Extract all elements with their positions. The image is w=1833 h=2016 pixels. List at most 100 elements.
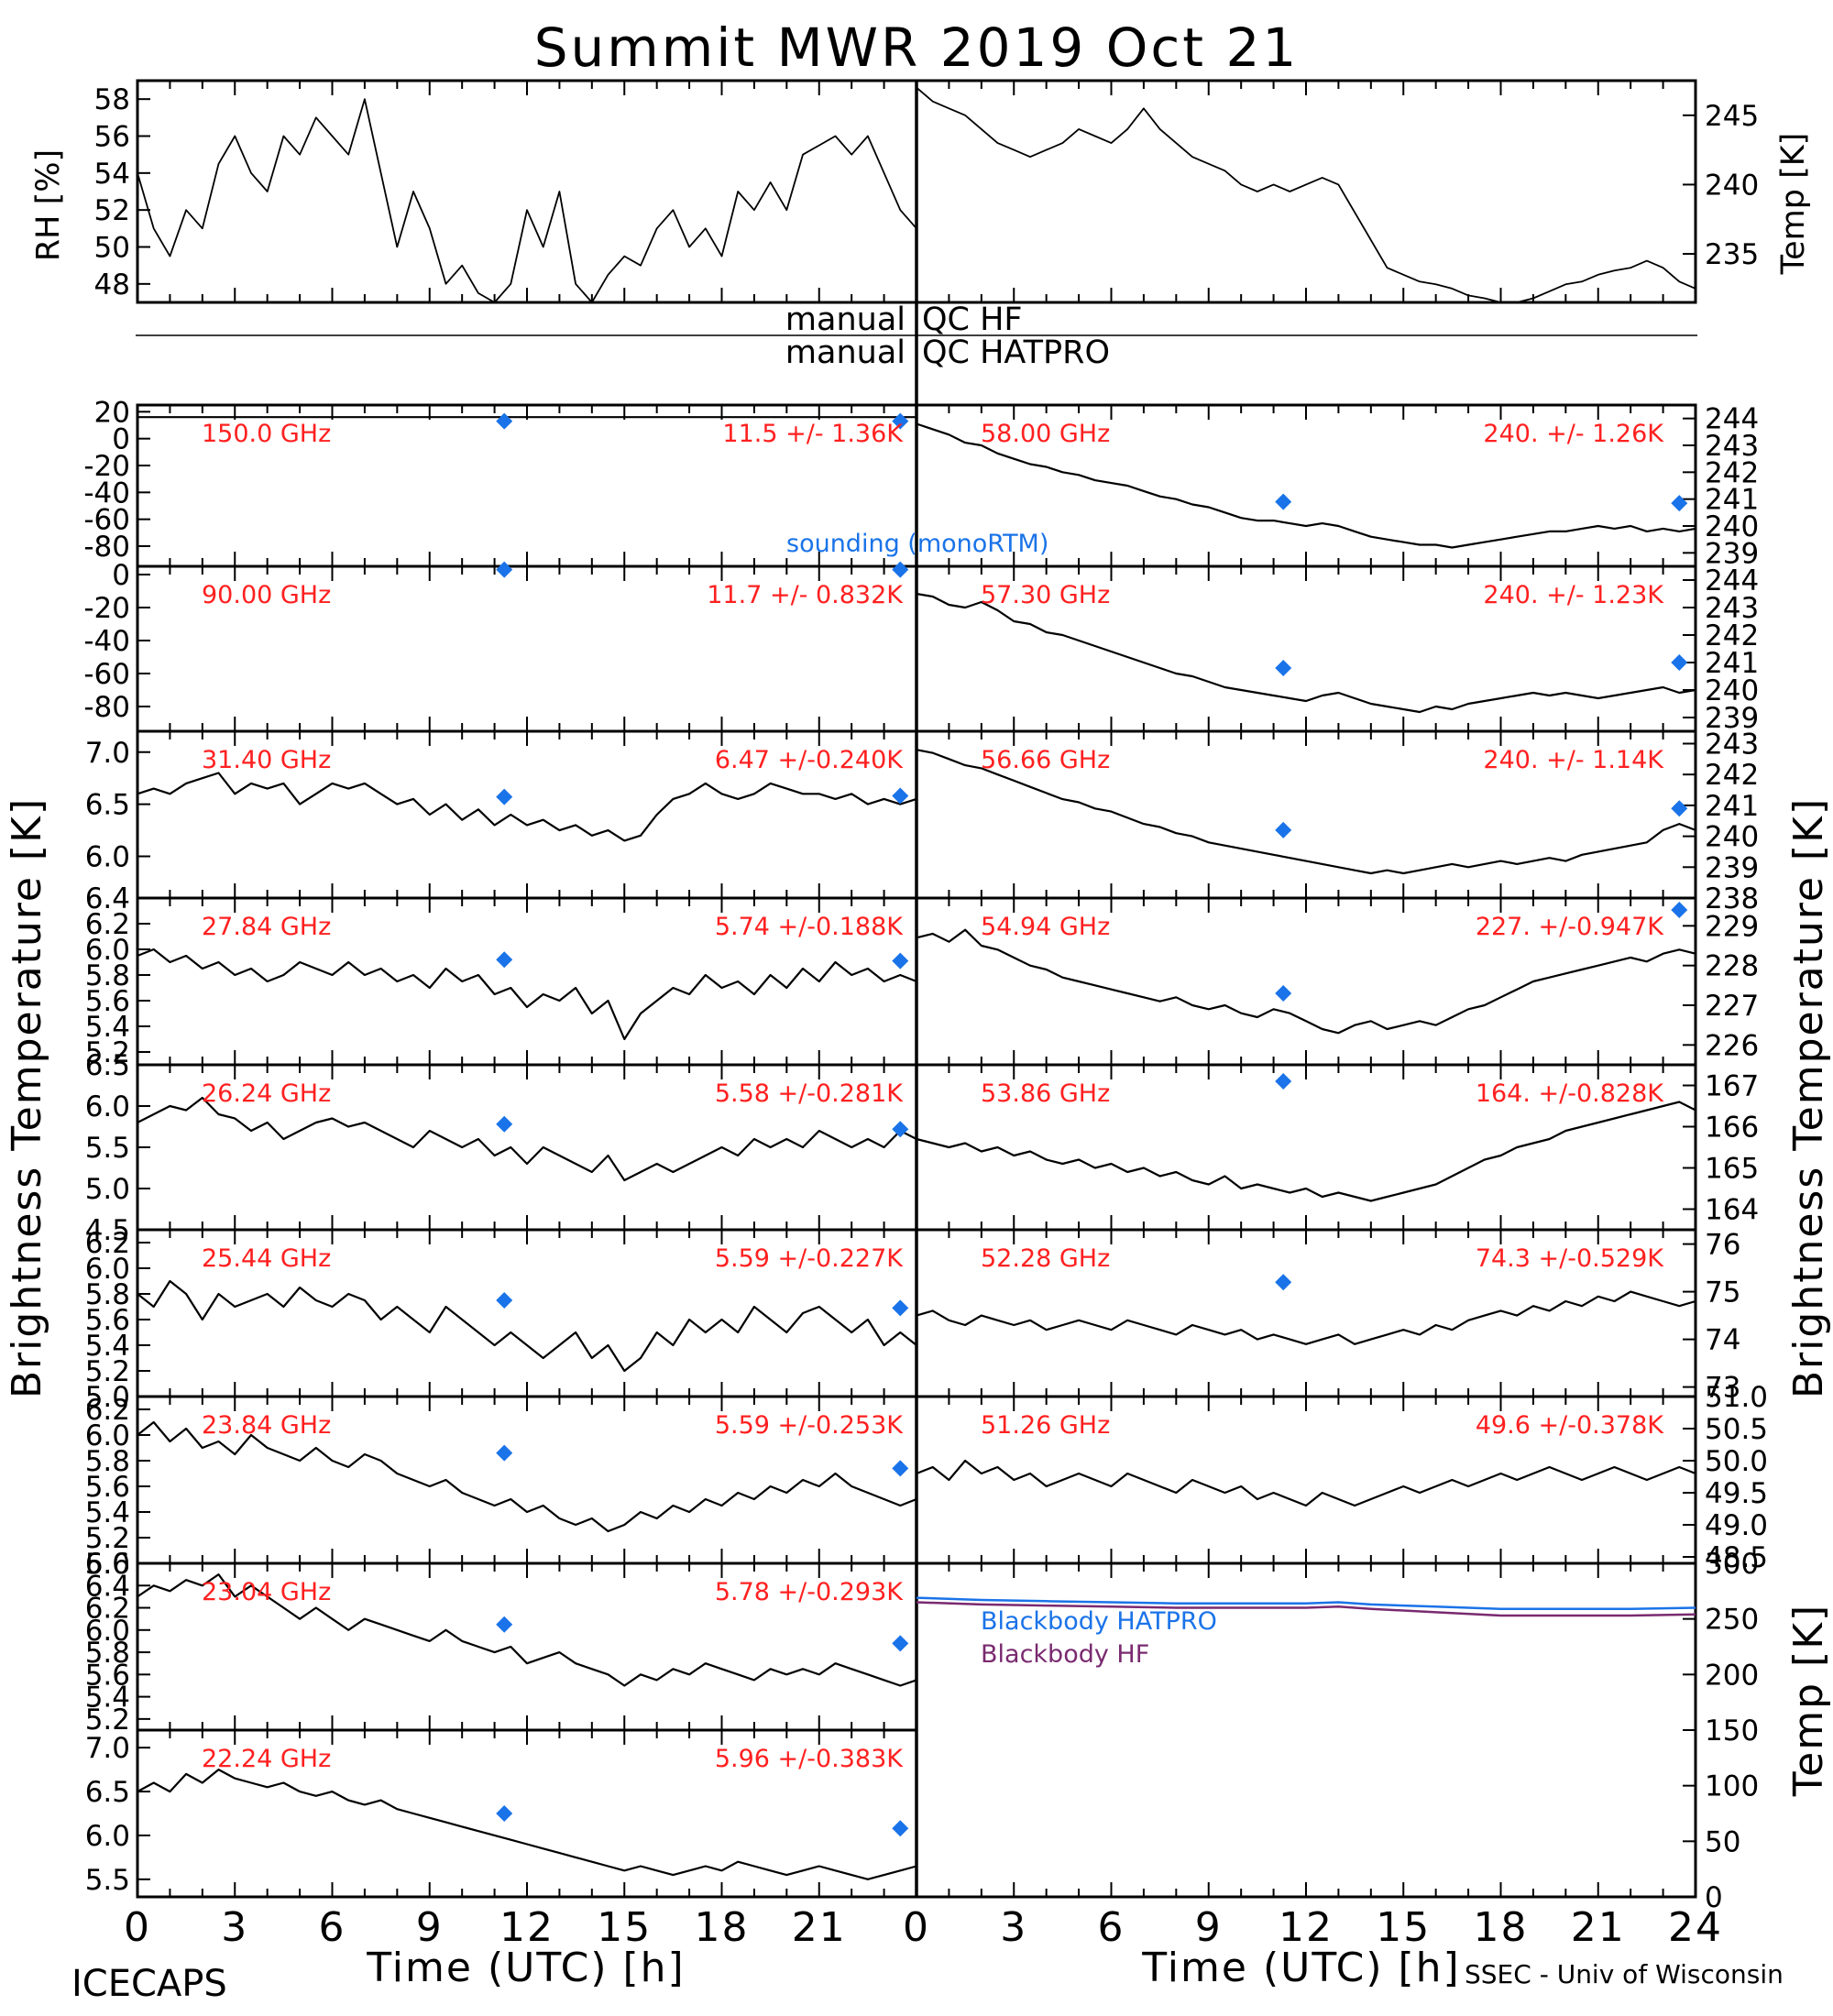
x-tick-label: 21: [792, 1904, 847, 1951]
channel-label: 23.04 GHz: [202, 1578, 331, 1606]
stats-label: 74.3 +/-0.529K: [1476, 1244, 1664, 1273]
channel-label: 52.28 GHz: [981, 1244, 1110, 1273]
panel-ch-31.40: 6.0 6.5 7.0 31.40 GHz 6.47 +/-0.240K: [85, 729, 918, 900]
channel-label: 26.24 GHz: [202, 1079, 331, 1108]
x-tick-label: 12: [1279, 1904, 1334, 1951]
x-axis-label-left: Time (UTC) [h]: [366, 1945, 685, 1991]
y-tick-label: 240: [1705, 821, 1759, 854]
y-tick-label: 6.2: [85, 1394, 130, 1427]
y-tick-label: 5.8: [85, 1278, 130, 1311]
sounding-marker: [892, 952, 909, 970]
tb-series: [916, 1290, 1696, 1345]
y-tick-label: -60: [83, 658, 130, 691]
y-tick-label: 239: [1705, 702, 1759, 735]
y-tick-label: 5.8: [85, 1637, 130, 1670]
y-tick-label: 76: [1705, 1229, 1740, 1262]
panel-ch-22.24: 5.5 6.0 6.5 7.0 22.24 GHz 5.96 +/-0.383K: [85, 1728, 918, 1899]
tb-series: [916, 592, 1696, 714]
tb-series: [916, 422, 1696, 549]
qc-hatpro-manual: manual: [785, 334, 906, 371]
tb-series: [916, 1101, 1696, 1202]
tb-series: [137, 1768, 917, 1880]
y-tick-label: 0: [112, 423, 130, 456]
tb-series: [916, 928, 1696, 1035]
y-tick-label: 74: [1705, 1324, 1740, 1357]
y-tick-label: 56: [94, 121, 130, 154]
y-tick-label: 228: [1705, 950, 1759, 983]
x-tick-label: 0: [124, 1904, 151, 1951]
panels: 485052545658235240245200-20-40-60-80150.…: [83, 79, 1768, 1914]
y-tick-label: 6.0: [85, 1419, 130, 1452]
y-tick-label: 239: [1705, 851, 1759, 884]
sounding-marker: [1671, 902, 1688, 918]
x-tick-label: 9: [1195, 1904, 1223, 1951]
y-tick-label: 245: [1705, 100, 1759, 133]
y-tick-label: 5.6: [85, 985, 130, 1018]
y-tick-label: 242: [1705, 619, 1759, 652]
y-tick-label: 242: [1705, 759, 1759, 792]
rh-axis-label: RH [%]: [30, 149, 67, 261]
channel-label: 58.00 GHz: [981, 420, 1110, 448]
sounding-marker: [892, 561, 909, 578]
tb-series: [916, 1459, 1696, 1507]
y-tick-label: 241: [1705, 647, 1759, 680]
sounding-marker: [1275, 493, 1292, 510]
y-tick-label: 150: [1705, 1715, 1759, 1748]
panel-ch-25.44: 5.05.25.45.65.86.06.2 25.44 GHz 5.59 +/-0.…: [85, 1227, 918, 1414]
y-tick-label: 58: [94, 83, 130, 116]
sounding-marker: [1275, 1274, 1292, 1291]
y-tick-label: 5.2: [85, 1036, 130, 1069]
temp-panel: 235 240 245: [915, 79, 1759, 304]
y-tick-label: 49.0: [1705, 1509, 1768, 1542]
channel-label: 23.84 GHz: [202, 1411, 331, 1440]
y-tick-label: 75: [1705, 1276, 1740, 1309]
tb-axis-label-right: Brightness Temperature [K]: [1785, 797, 1832, 1398]
rh-panel-frame: [136, 79, 918, 304]
y-tick-label: 241: [1705, 484, 1759, 517]
y-tick-label: 5.8: [85, 1445, 130, 1478]
y-tick-label: 229: [1705, 910, 1759, 943]
sounding-marker: [496, 788, 513, 805]
y-tick-label: 6.6: [85, 1548, 130, 1581]
y-tick-label: 244: [1705, 564, 1759, 597]
sounding-marker: [1671, 654, 1688, 671]
y-tick-label: 6.0: [85, 841, 130, 874]
y-tick-label: -80: [83, 531, 130, 564]
stats-label: 5.74 +/-0.188K: [715, 913, 904, 941]
stats-label: 5.58 +/-0.281K: [715, 1079, 904, 1108]
panel-ch-53.86: 164 165 166 167 53.86 GHz 164. +/-0.828K: [915, 1063, 1759, 1232]
panel-ch-52.28: 73 74 75 76 52.28 GHz 74.3 +/-0.529K: [915, 1228, 1740, 1405]
stats-label: 6.47 +/-0.240K: [715, 746, 904, 774]
sounding-marker: [496, 1616, 513, 1633]
y-tick-label: 166: [1705, 1112, 1759, 1145]
sounding-marker: [892, 1635, 909, 1652]
x-tick-label: 6: [1098, 1904, 1125, 1951]
sounding-marker: [892, 787, 909, 805]
bb-hatpro-legend: Blackbody HATPRO: [981, 1607, 1217, 1636]
stats-label: 49.6 +/-0.378K: [1476, 1411, 1664, 1440]
stats-label: 5.78 +/-0.293K: [715, 1578, 904, 1606]
sounding-marker: [1671, 800, 1688, 817]
y-tick-label: 5.4: [85, 1330, 130, 1363]
channel-label: 25.44 GHz: [202, 1244, 331, 1273]
y-tick-label: 242: [1705, 456, 1759, 489]
channel-label: 53.86 GHz: [981, 1079, 1110, 1108]
channel-label: 56.66 GHz: [981, 746, 1110, 774]
y-tick-label: 20: [94, 396, 130, 429]
y-tick-label: 4.5: [85, 1214, 130, 1247]
y-tick-label: 240: [1705, 169, 1759, 202]
qc-hatpro-label: QC HATPRO: [922, 334, 1110, 371]
y-tick-label: 73: [1705, 1372, 1740, 1405]
tb-series: [137, 772, 917, 842]
sounding-marker: [892, 412, 909, 430]
y-tick-label: 50.5: [1705, 1413, 1768, 1446]
y-tick-label: 243: [1705, 592, 1759, 625]
stats-label: 227. +/-0.947K: [1476, 913, 1664, 941]
footer-ssec: SSEC - Univ of Wisconsin: [1465, 1959, 1784, 1989]
sounding-marker: [496, 1805, 513, 1822]
sounding-marker: [496, 1292, 513, 1309]
y-tick-label: 241: [1705, 790, 1759, 823]
y-tick-label: 243: [1705, 430, 1759, 463]
